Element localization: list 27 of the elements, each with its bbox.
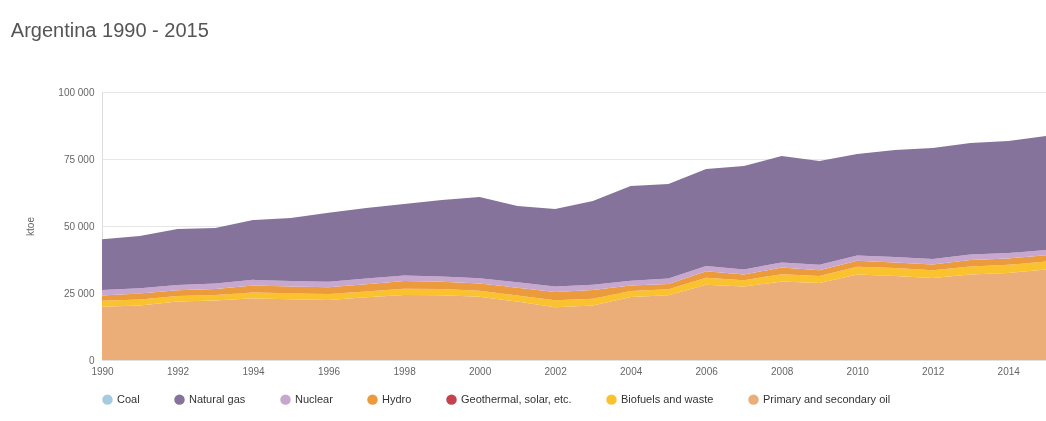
x-tick-label: 1996 <box>317 365 341 377</box>
x-tick-label: 2000 <box>468 365 492 377</box>
y-axis-title: ktoe <box>25 216 37 236</box>
legend-label: Coal <box>117 392 140 405</box>
x-tick-label: 2004 <box>620 365 643 377</box>
legend-label: Nuclear <box>295 392 334 405</box>
x-tick-label: 2006 <box>695 365 719 377</box>
x-tick-label: 1990 <box>91 365 115 377</box>
x-tick-label: 2014 <box>997 365 1021 377</box>
y-tick-label: 100 000 <box>58 86 95 98</box>
legend-label: Hydro <box>382 392 412 405</box>
x-tick-label: 1992 <box>166 365 190 377</box>
y-tick-label: 75 000 <box>63 153 95 165</box>
legend-label: Natural gas <box>189 392 246 405</box>
x-tick-label: 2012 <box>922 365 945 377</box>
y-tick-label: 25 000 <box>63 287 95 299</box>
legend-label: Biofuels and waste <box>621 392 714 405</box>
x-tick-label: 2008 <box>771 365 794 377</box>
x-tick-label: 1994 <box>242 365 266 377</box>
x-tick-label: 2010 <box>846 365 870 377</box>
x-tick-label: 1998 <box>393 365 417 377</box>
y-tick-label: 50 000 <box>63 220 95 232</box>
x-tick-label: 2002 <box>544 365 568 377</box>
chart-title: Argentina 1990 - 2015 <box>10 19 209 41</box>
legend-label: Primary and secondary oil <box>763 392 891 405</box>
legend-label: Geothermal, solar, etc. <box>461 392 572 405</box>
y-tick-label: 0 <box>88 354 95 366</box>
